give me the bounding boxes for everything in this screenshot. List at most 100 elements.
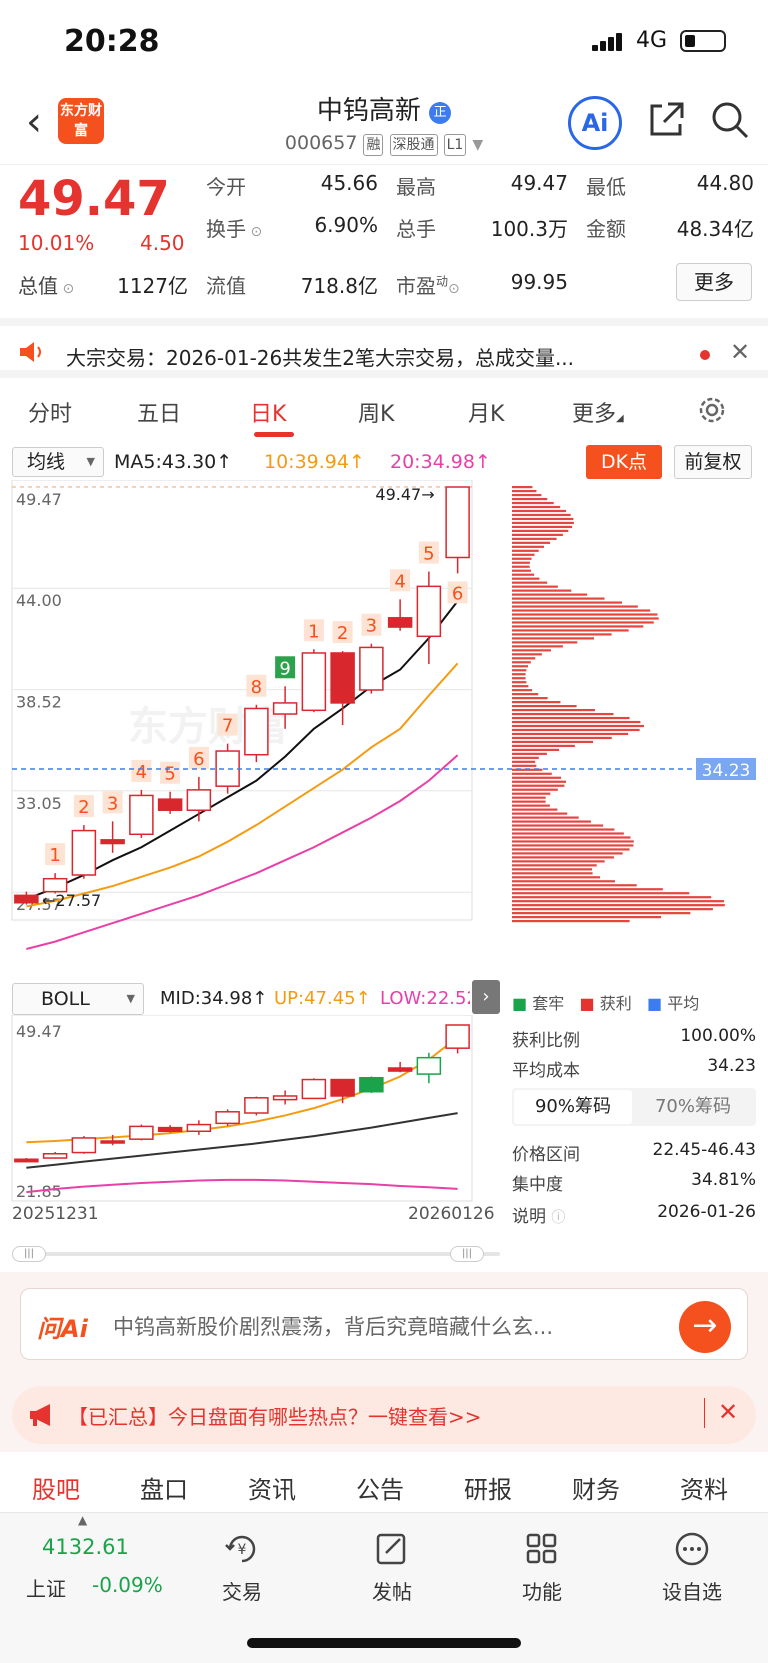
chip-bar <box>512 589 572 592</box>
avg-cost-label: 平均成本 <box>512 1061 580 1081</box>
chip-bar <box>512 697 548 700</box>
tab-week-k[interactable]: 周K <box>358 402 395 427</box>
boll-candle <box>129 1124 154 1141</box>
ma10-value: 10:39.94↑ <box>264 451 365 473</box>
slider-left-handle[interactable]: ||| <box>12 1246 46 1262</box>
tab-intraday[interactable]: 分时 <box>28 402 73 427</box>
app-logo[interactable]: 东方财富 <box>58 98 104 144</box>
tab-pankou[interactable]: 盘口 <box>140 1476 188 1504</box>
chip-bar <box>512 808 558 811</box>
post-button[interactable]: 发帖 <box>322 1513 462 1605</box>
chip-bar <box>512 693 539 696</box>
chip-bar <box>512 537 557 540</box>
stock-name-text: 中钨高新 <box>316 96 421 126</box>
chip-bar <box>512 701 561 704</box>
slider-right-handle[interactable]: ||| <box>450 1246 484 1262</box>
field-value-total-value: 1127亿 <box>117 274 188 298</box>
tab-finance[interactable]: 财务 <box>572 1476 620 1504</box>
search-icon[interactable] <box>710 100 750 140</box>
boll-candle <box>272 1090 298 1105</box>
chip-bar <box>512 828 615 831</box>
tab-guba[interactable]: 股吧 <box>32 1476 80 1504</box>
caret-up-icon[interactable]: ▲ <box>78 1513 88 1527</box>
tag-level: L1 <box>443 134 467 156</box>
tab-more[interactable]: 更多◢ <box>572 402 624 427</box>
tab-chip-70[interactable]: 70%筹码 <box>654 1096 731 1117</box>
share-icon[interactable] <box>646 100 686 140</box>
stock-code-line[interactable]: 000657 融 深股通 L1 ▼ <box>0 132 768 156</box>
legend-square-icon: ■ <box>579 994 595 1013</box>
chip-bar <box>512 569 531 572</box>
chip-bar <box>512 852 623 855</box>
candle <box>416 571 442 665</box>
chip-bar <box>512 529 569 532</box>
chip-bar <box>512 677 526 680</box>
explain-label[interactable]: 说明 ⓘ <box>512 1207 566 1227</box>
field-label-pe[interactable]: 市盈动⊙ <box>396 274 460 298</box>
svg-text:1: 1 <box>308 621 319 642</box>
tab-chip-90[interactable]: 90%筹码 <box>514 1090 632 1124</box>
field-label-total-value[interactable]: 总值 ⊙ <box>18 274 75 298</box>
ask-ai-bar[interactable]: 问Ai 中钨高新股价剧烈震荡，背后究竟暗藏什么玄... → <box>20 1288 748 1360</box>
back-chevron-icon[interactable]: ‹ <box>26 99 42 145</box>
chip-bar <box>512 517 574 521</box>
candle <box>186 776 212 822</box>
index-value[interactable]: 4132.61 <box>42 1535 129 1559</box>
chip-bar <box>512 756 539 759</box>
chip-bar <box>512 752 547 755</box>
chip-bar <box>512 856 614 859</box>
expand-arrow-icon[interactable]: › <box>472 980 500 1014</box>
stock-code: 000657 <box>284 132 358 154</box>
battery-icon <box>680 30 726 52</box>
tab-research[interactable]: 研报 <box>464 1476 512 1504</box>
more-button[interactable]: 更多 <box>676 263 752 301</box>
boll-candle <box>445 1024 470 1054</box>
arrow-right-icon[interactable]: → <box>679 1301 731 1353</box>
tab-month-k[interactable]: 月K <box>468 402 505 427</box>
boll-up-line <box>26 1036 459 1144</box>
range-slider[interactable]: ||| ||| <box>12 1246 500 1262</box>
field-value-turnover: 6.90% <box>314 213 378 237</box>
ai-button[interactable]: Ai <box>568 96 622 150</box>
news-banner[interactable]: 大宗交易：2026-01-26共发生2笔大宗交易，总成交量... ✕ <box>0 318 768 378</box>
boll-candle <box>100 1134 125 1146</box>
tab-five-day[interactable]: 五日 <box>137 402 182 427</box>
chip-bar <box>512 641 578 644</box>
close-icon[interactable]: ✕ <box>718 1398 739 1426</box>
chip-bar <box>512 521 574 525</box>
chip-bar <box>512 553 535 556</box>
adjust-button[interactable]: 前复权 <box>674 445 752 479</box>
info-dots-icon: ⊙ <box>448 281 460 297</box>
trade-label: 交易 <box>222 1580 262 1604</box>
candle <box>71 825 97 879</box>
sequence-label: 6 <box>188 746 209 770</box>
functions-button[interactable]: 功能 <box>472 1513 612 1605</box>
price-range-value: 22.45-46.43 <box>652 1140 756 1160</box>
settings-gear-icon[interactable] <box>696 394 728 430</box>
tab-day-k[interactable]: 日K <box>250 402 287 427</box>
dk-point-button[interactable]: DK点 <box>586 445 662 479</box>
chip-bar <box>512 776 562 779</box>
tab-news[interactable]: 资讯 <box>248 1476 296 1504</box>
tab-profile[interactable]: 资料 <box>680 1476 728 1504</box>
add-watchlist-button[interactable]: 设自选 <box>622 1513 762 1605</box>
sub-indicator-select[interactable]: BOLL ▼ <box>12 983 144 1015</box>
ask-ai-logo: 问Ai <box>37 1315 88 1343</box>
boll-candle <box>14 1158 39 1163</box>
hot-topics-banner[interactable]: 【已汇总】今日盘面有哪些热点？一键查看>> ✕ <box>12 1386 756 1444</box>
chip-bar <box>512 505 561 509</box>
close-icon[interactable]: ✕ <box>730 338 751 366</box>
chip-bar <box>512 577 540 580</box>
field-label-turnover[interactable]: 换手 ⊙ <box>206 217 263 241</box>
chip-bar <box>512 744 575 748</box>
chip-bar <box>512 812 568 815</box>
trade-button[interactable]: ¥ 交易 <box>172 1513 312 1605</box>
y-tick-label: 49.47 <box>16 490 62 509</box>
chip-bar <box>512 649 551 652</box>
chip-bar <box>512 916 662 919</box>
boll-candle <box>42 1151 68 1159</box>
main-indicator-select[interactable]: 均线 ▼ <box>12 447 104 477</box>
tab-announcements[interactable]: 公告 <box>356 1476 404 1504</box>
